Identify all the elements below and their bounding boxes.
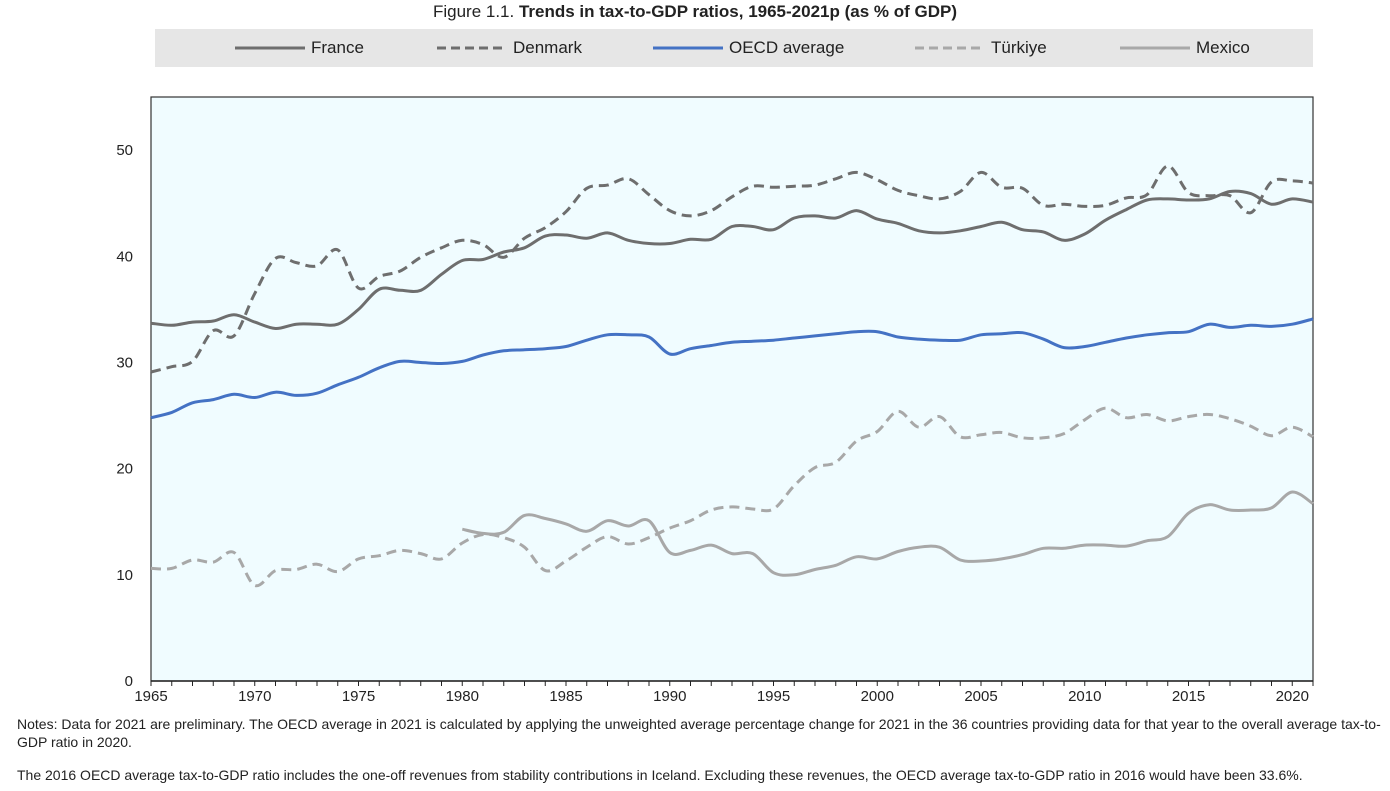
legend-swatch-mexico bbox=[1120, 46, 1190, 50]
x-tick-label: 1990 bbox=[653, 688, 686, 705]
chart-title: Figure 1.1. Trends in tax-to-GDP ratios,… bbox=[0, 2, 1390, 22]
y-tick-label: 40 bbox=[116, 248, 133, 265]
x-tick-label: 1970 bbox=[238, 688, 271, 705]
x-tick-label: 2000 bbox=[861, 688, 894, 705]
series-lines bbox=[150, 164, 1314, 588]
plot-area bbox=[150, 96, 1314, 682]
y-tick-label: 0 bbox=[125, 673, 133, 690]
legend-label-oecd-average: OECD average bbox=[729, 38, 845, 57]
plot-background bbox=[150, 96, 1314, 682]
x-tick-label: 1985 bbox=[549, 688, 582, 705]
series-line-denmark bbox=[150, 164, 1314, 374]
x-tick-label: 1965 bbox=[134, 688, 167, 705]
series-line-oecd-average bbox=[150, 317, 1314, 420]
legend-label-france: France bbox=[311, 38, 364, 57]
legend-label-mexico: Mexico bbox=[1196, 38, 1250, 57]
series-line-mexico bbox=[461, 490, 1314, 577]
line-chart: 1965 1970 1975 1980 1985 1990 1995 2000 2005 2010… bbox=[116, 96, 1314, 705]
x-tick-label: 2010 bbox=[1068, 688, 1101, 705]
chart-note-2: The 2016 OECD average tax-to-GDP ratio i… bbox=[17, 767, 1303, 783]
axes: 1965 1970 1975 1980 1985 1990 1995 2000 2005 2010… bbox=[116, 142, 1314, 705]
x-tick-label: 1980 bbox=[446, 688, 479, 705]
x-tick-label: 2005 bbox=[964, 688, 997, 705]
legend-label-turkiye: Türkiye bbox=[991, 38, 1047, 57]
series-line-t-rkiye bbox=[150, 406, 1314, 588]
legend-item-turkiye: Türkiye bbox=[915, 29, 1047, 67]
legend-swatch-denmark bbox=[437, 46, 507, 50]
figure-number: Figure 1.1. bbox=[432, 2, 515, 21]
legend-item-france: France bbox=[235, 29, 364, 67]
legend-swatch-france bbox=[235, 46, 305, 50]
chart-legend: France Denmark OECD average Türkiye Mexi… bbox=[155, 29, 1313, 67]
legend-item-mexico: Mexico bbox=[1120, 29, 1250, 67]
x-tick-label: 2015 bbox=[1172, 688, 1205, 705]
chart-note-1: Notes: Data for 2021 are preliminary. Th… bbox=[17, 716, 1381, 750]
y-tick-label: 30 bbox=[116, 354, 133, 371]
y-tick-label: 10 bbox=[116, 567, 133, 584]
series-line-france bbox=[150, 189, 1314, 331]
legend-swatch-oecd-average bbox=[653, 46, 723, 50]
legend-label-denmark: Denmark bbox=[513, 38, 582, 57]
x-tick-label: 1975 bbox=[342, 688, 375, 705]
y-tick-label: 50 bbox=[116, 142, 133, 159]
x-tick-label: 1995 bbox=[757, 688, 790, 705]
y-tick-label: 20 bbox=[116, 461, 133, 478]
legend-item-denmark: Denmark bbox=[437, 29, 582, 67]
legend-item-oecd-average: OECD average bbox=[653, 29, 844, 67]
figure-title: Trends in tax-to-GDP ratios, 1965-2021p … bbox=[518, 2, 958, 21]
legend-swatch-turkiye bbox=[915, 46, 985, 50]
x-tick-label: 2020 bbox=[1276, 688, 1309, 705]
